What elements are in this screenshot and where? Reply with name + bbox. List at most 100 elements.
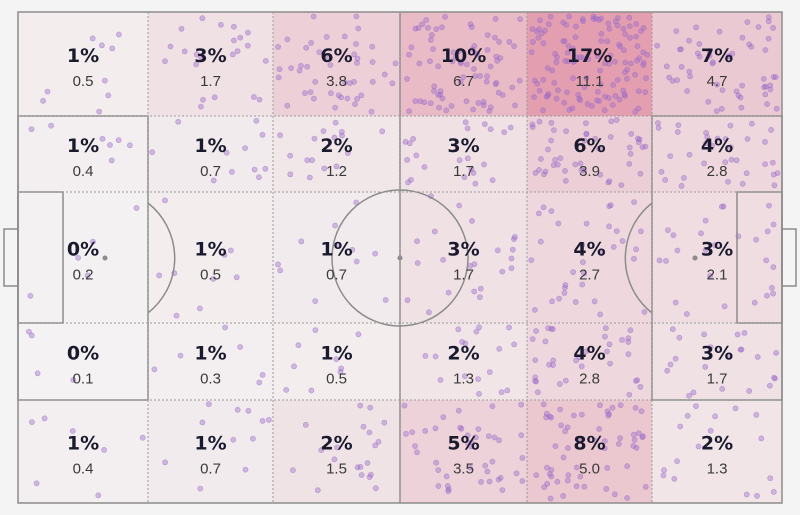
event-dot xyxy=(722,136,729,142)
event-dot xyxy=(597,402,603,409)
event-dot xyxy=(573,483,580,490)
event-dot xyxy=(489,458,496,465)
event-dot xyxy=(90,238,96,245)
event-dot xyxy=(538,30,545,37)
event-dot xyxy=(193,61,199,68)
zone-cell-r3-c5 xyxy=(527,192,652,323)
event-dot xyxy=(242,466,249,473)
event-dot xyxy=(353,258,360,265)
event-dot xyxy=(312,298,319,304)
event-dot xyxy=(403,430,409,437)
event-dot xyxy=(611,491,618,498)
event-dot xyxy=(284,102,291,109)
event-dot xyxy=(318,447,325,453)
event-dot xyxy=(222,324,228,331)
zone-percent-label: 4% xyxy=(573,343,605,365)
event-dot xyxy=(633,377,639,384)
event-dot xyxy=(249,435,256,442)
event-dot xyxy=(421,164,428,170)
event-dot xyxy=(686,151,693,158)
event-dot xyxy=(566,106,573,113)
event-dot xyxy=(528,257,535,263)
event-dot xyxy=(627,150,634,157)
event-dot xyxy=(667,153,674,159)
event-dot xyxy=(537,17,543,24)
event-dot xyxy=(663,63,670,70)
event-dot xyxy=(617,43,624,50)
zone-cell-r3-c2 xyxy=(148,192,273,323)
event-dot xyxy=(764,101,770,107)
event-dot xyxy=(597,81,604,88)
event-dot xyxy=(703,140,710,146)
event-dot xyxy=(495,89,502,96)
event-dot xyxy=(406,140,413,147)
event-dot xyxy=(716,28,723,35)
event-dot xyxy=(591,298,598,305)
event-dot xyxy=(626,23,633,29)
event-dot xyxy=(468,24,475,30)
event-dot xyxy=(578,436,585,443)
event-dot xyxy=(606,411,612,417)
event-dot xyxy=(674,247,681,254)
event-dot xyxy=(332,222,338,229)
event-dot xyxy=(547,13,554,20)
event-dot xyxy=(528,49,535,56)
event-dot xyxy=(304,157,311,164)
event-dot xyxy=(580,167,587,174)
event-dot xyxy=(605,20,612,27)
event-dot xyxy=(714,135,721,142)
event-dot xyxy=(548,137,554,144)
event-dot xyxy=(612,58,618,65)
event-dot xyxy=(581,137,588,144)
event-dot xyxy=(592,15,599,22)
event-dot xyxy=(608,118,615,125)
event-dot xyxy=(693,24,699,31)
event-dot xyxy=(640,49,647,56)
event-dot xyxy=(707,427,714,434)
event-dot xyxy=(642,483,649,490)
event-dot xyxy=(632,404,639,411)
event-dot xyxy=(542,168,549,175)
zone-value-label: 6.7 xyxy=(453,73,474,90)
event-dot xyxy=(619,336,625,343)
event-dot xyxy=(601,438,608,444)
event-dot xyxy=(655,120,661,126)
event-dot xyxy=(632,71,638,78)
event-dot xyxy=(116,31,122,38)
zone-percent-label: 4% xyxy=(573,239,605,261)
event-dot xyxy=(569,105,576,112)
event-dot xyxy=(624,66,631,73)
event-dot xyxy=(615,440,622,447)
event-dot xyxy=(428,32,435,38)
event-dot xyxy=(549,298,555,305)
event-dot xyxy=(89,35,96,42)
event-dot xyxy=(513,470,520,477)
event-dot xyxy=(602,60,608,67)
event-dot xyxy=(277,132,283,139)
event-dot xyxy=(555,220,562,227)
event-dot xyxy=(415,24,422,31)
event-dot xyxy=(256,96,263,103)
event-dot xyxy=(482,462,489,469)
event-dot xyxy=(595,145,602,152)
event-dot xyxy=(739,180,746,187)
event-dot xyxy=(631,436,638,443)
event-dot xyxy=(227,247,234,254)
event-dot xyxy=(484,468,491,475)
event-dot xyxy=(707,272,714,279)
event-dot xyxy=(105,92,112,99)
zone-value-label: 0.4 xyxy=(73,163,94,180)
zone-value-label: 5.0 xyxy=(579,461,600,478)
event-dot xyxy=(367,471,374,478)
event-dot xyxy=(639,434,646,441)
zone-cell-r1-c6 xyxy=(652,12,782,116)
zone-percent-label: 1% xyxy=(67,135,99,157)
zone-value-label: 1.7 xyxy=(200,73,221,90)
event-dot xyxy=(672,299,679,306)
zone-value-label: 4.7 xyxy=(707,73,728,90)
event-dot xyxy=(167,43,174,50)
zone-value-label: 0.7 xyxy=(200,461,221,478)
zone-cell-r2-c4 xyxy=(400,116,527,192)
event-dot xyxy=(537,238,544,245)
